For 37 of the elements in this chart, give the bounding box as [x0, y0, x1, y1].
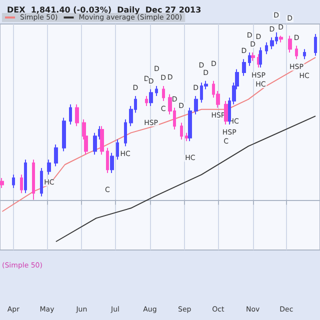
candlestick [194, 95, 198, 115]
candlestick [24, 159, 27, 194]
candlestick [20, 174, 23, 194]
candlestick [251, 52, 255, 62]
candlestick [69, 104, 72, 125]
candlestick [279, 35, 283, 43]
candlestick [288, 35, 292, 53]
candlestick [0, 178, 4, 189]
chart-title: DEX 1,841.40 (-0.03%) Daily Dec 27 2013 [7, 6, 202, 14]
candlestick [224, 100, 228, 125]
candlestick [116, 139, 119, 160]
candlestick [145, 95, 148, 107]
candlestick [40, 167, 43, 197]
candlestick [54, 144, 58, 167]
candlestick [155, 85, 158, 96]
candlestick [248, 52, 251, 66]
candlestick [270, 36, 274, 50]
candlestick [62, 117, 66, 152]
candlestick [259, 46, 262, 68]
candlestick [180, 122, 183, 140]
candlestick [110, 152, 114, 174]
candlestick [295, 45, 298, 60]
candlestick [185, 132, 189, 142]
candlestick [124, 118, 127, 147]
candlestick [303, 48, 306, 60]
candlestick [12, 174, 15, 189]
candlestick [100, 126, 104, 156]
candlestick [242, 58, 246, 76]
candlestick [75, 104, 79, 127]
candlestick [162, 85, 165, 102]
candlestick [314, 34, 317, 56]
candlestick [47, 159, 51, 176]
candlestick [265, 42, 268, 55]
candlestick [188, 107, 192, 142]
candlestick [149, 88, 153, 107]
candlestick [106, 147, 109, 174]
candlestick [32, 159, 35, 200]
